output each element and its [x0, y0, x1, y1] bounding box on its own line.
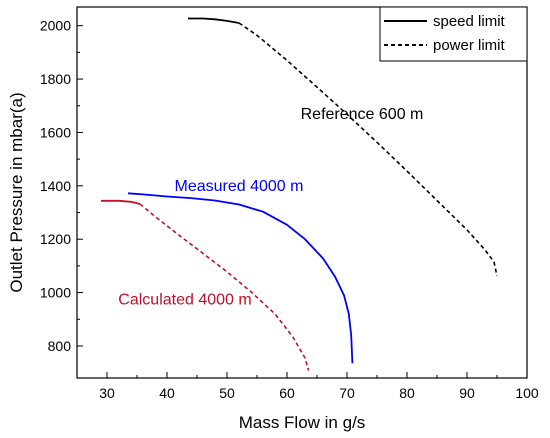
y-tick-label: 1200 [40, 231, 71, 247]
series-lines [101, 17, 498, 371]
legend-label-power-limit: power limit [433, 37, 506, 54]
x-tick-label: 80 [399, 385, 415, 401]
y-tick-label: 1600 [40, 124, 71, 140]
plot-area-border [76, 6, 528, 379]
legend-box [379, 6, 528, 62]
y-tick-label: 800 [48, 338, 72, 354]
series-line-calculated-4000-m-solid [101, 199, 141, 205]
plot-frame [76, 6, 528, 379]
legend: speed limit power limit [379, 6, 528, 62]
series-line-calculated-4000-m-dashed [139, 203, 310, 371]
annotation-measured-4000-m: Measured 4000 m [175, 178, 304, 195]
y-tick-label: 2000 [40, 18, 71, 34]
y-tick-label: 1000 [40, 285, 71, 301]
annotations: Reference 600 m Measured 4000 m Calculated… [118, 106, 424, 309]
series-line-reference-600-m-solid [188, 17, 240, 24]
legend-label-speed-limit: speed limit [433, 13, 506, 30]
series-line-reference-600-m-dashed [238, 22, 498, 277]
series-line-measured-4000-m-solid [127, 192, 354, 364]
x-tick-label: 90 [459, 385, 475, 401]
x-tick-label: 40 [159, 385, 175, 401]
x-tick-label: 30 [99, 385, 115, 401]
y-axis-title: Outlet Pressure in mbar(a) [7, 92, 26, 292]
annotation-reference-600-m: Reference 600 m [301, 106, 424, 123]
x-tick-label: 60 [279, 385, 295, 401]
x-tick-label: 70 [339, 385, 355, 401]
y-tick-label: 1800 [40, 71, 71, 87]
x-tick-label: 50 [219, 385, 235, 401]
annotation-calculated-4000-m: Calculated 4000 m [118, 292, 251, 309]
tick-labels: 30 40 50 60 70 80 90 100 800 1000 1200 1400 1600 1800… [40, 18, 539, 401]
axis-ticks [77, 25, 528, 378]
x-tick-label: 100 [515, 385, 539, 401]
x-axis-title: Mass Flow in g/s [239, 413, 366, 432]
y-tick-label: 1400 [40, 178, 71, 194]
